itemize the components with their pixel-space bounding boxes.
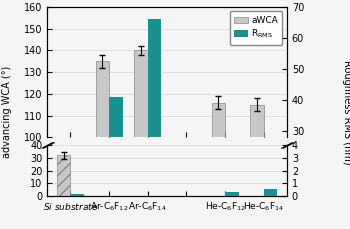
Bar	[250, 105, 264, 229]
Bar	[57, 155, 70, 196]
Legend: aWCA, R$_\mathregular{RMS}$: aWCA, R$_\mathregular{RMS}$	[230, 11, 282, 45]
Bar	[134, 50, 148, 229]
Text: advancing WCA (°): advancing WCA (°)	[2, 66, 12, 158]
Bar	[96, 61, 109, 229]
Bar	[225, 192, 239, 196]
Bar	[212, 103, 225, 229]
Bar	[109, 97, 122, 224]
Bar	[148, 19, 161, 224]
Bar	[264, 190, 277, 196]
Bar	[70, 194, 84, 196]
Text: Roughness RMS (nm): Roughness RMS (nm)	[342, 60, 350, 164]
